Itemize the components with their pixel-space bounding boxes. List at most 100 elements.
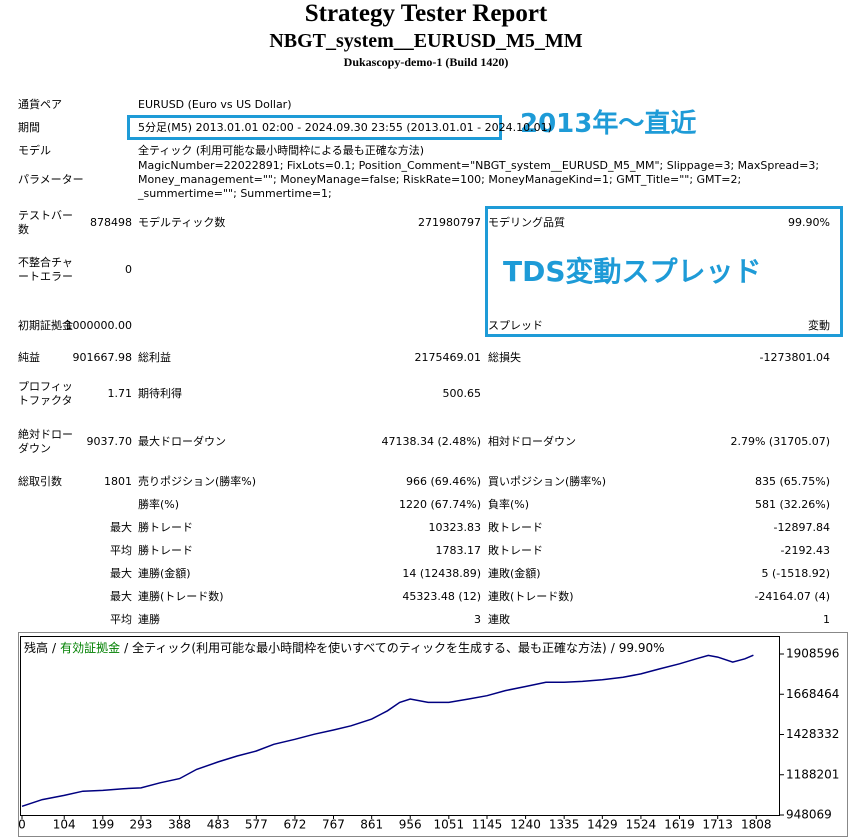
stat-value: -2192.43 bbox=[780, 544, 830, 557]
stat-value: 1.71 bbox=[107, 387, 133, 400]
stat-label: モデリング品質 bbox=[488, 216, 565, 229]
stat-label: 連敗 bbox=[488, 613, 510, 626]
stat-label: モデルティック数 bbox=[138, 216, 226, 229]
stat-value: 最大 bbox=[110, 590, 132, 603]
stat-label: 総取引数 bbox=[18, 475, 62, 488]
x-tick-label: 0 bbox=[18, 818, 26, 832]
stat-value: -24164.07 (4) bbox=[754, 590, 830, 603]
stat-label: 勝トレード bbox=[138, 544, 193, 557]
stat-value: 1 bbox=[823, 613, 830, 626]
legend-separator: / bbox=[52, 641, 57, 655]
legend: 残高 / 有効証拠金 / 全ティック(利用可能な最小時間枠を使いすべてのティックを生成す… bbox=[24, 640, 665, 655]
info-label: 期間 bbox=[18, 121, 40, 134]
stat-value: 271980797 bbox=[418, 216, 481, 229]
stat-value: 966 (69.46%) bbox=[405, 475, 481, 488]
y-tick-label: 1908596 bbox=[786, 647, 839, 661]
stat-label: 勝トレード bbox=[138, 521, 193, 534]
stat-label: 連勝(金額) bbox=[138, 567, 191, 580]
stat-label: 買いポジション(勝率%) bbox=[488, 475, 607, 488]
stat-label: スプレッド bbox=[488, 319, 543, 332]
stat-label: テストバー数 bbox=[18, 209, 73, 236]
stat-value: 581 (32.26%) bbox=[754, 498, 830, 511]
stat-value: 最大 bbox=[110, 567, 132, 580]
x-tick-label: 672 bbox=[283, 818, 306, 832]
stat-label: 連敗(トレード数) bbox=[488, 590, 574, 603]
stat-label: 勝率(%) bbox=[138, 498, 180, 511]
x-tick-label: 1619 bbox=[664, 818, 695, 832]
x-tick-label: 861 bbox=[360, 818, 383, 832]
stat-label: プロフィットファクタ bbox=[18, 380, 73, 407]
stat-label: 相対ドローダウン bbox=[488, 435, 576, 448]
highlight-box bbox=[127, 115, 502, 140]
stat-label: 不整合チャートエラー bbox=[18, 256, 73, 283]
stat-label: 最大ドローダウン bbox=[138, 435, 226, 448]
legend-item: 残高 bbox=[24, 640, 48, 655]
stat-value: 9037.70 bbox=[86, 435, 133, 448]
info-label: 通貨ペア bbox=[18, 98, 62, 111]
stat-value: 1220 (67.74%) bbox=[398, 498, 481, 511]
server: Dukascopy-demo-1 (Build 1420) bbox=[343, 55, 509, 69]
stat-value: 0 bbox=[125, 263, 132, 276]
info-value: MagicNumber=22022891; FixLots=0.1; Posit… bbox=[138, 159, 820, 200]
equity-line bbox=[21, 654, 754, 808]
stat-value: -1273801.04 bbox=[759, 351, 830, 364]
stat-value: 3 bbox=[474, 613, 481, 626]
stat-label: 期待利得 bbox=[138, 387, 182, 400]
x-tick-label: 956 bbox=[399, 818, 422, 832]
stat-label: 連敗(金額) bbox=[488, 567, 541, 580]
x-tick-label: 767 bbox=[322, 818, 345, 832]
stat-label: 絶対ドローダウン bbox=[18, 428, 73, 455]
stat-value: 47138.34 (2.48%) bbox=[381, 435, 481, 448]
stat-label: 総利益 bbox=[138, 351, 171, 364]
stat-value: 878498 bbox=[90, 216, 132, 229]
stat-label: 初期証拠金 bbox=[18, 319, 73, 332]
report-subtitle: NBGT_system__EURUSD_M5_MM bbox=[269, 30, 583, 52]
stat-value: 2175469.01 bbox=[414, 351, 481, 364]
stat-value: 10323.83 bbox=[428, 521, 482, 534]
x-tick-label: 199 bbox=[91, 818, 114, 832]
equity-chart: 残高 / 有効証拠金 / 全ティック(利用可能な最小時間枠を使いすべてのティックを生成す… bbox=[18, 632, 848, 837]
annotation: TDS変動スプレッド bbox=[503, 255, 762, 288]
stat-value: 平均 bbox=[110, 613, 132, 626]
annotation: 2013年～直近 bbox=[520, 109, 697, 139]
legend-item: 全ティック(利用可能な最小時間枠を使いすべてのティックを生成する、最も正確な方法… bbox=[132, 640, 607, 655]
y-tick-label: 1188201 bbox=[786, 767, 839, 781]
x-tick-label: 1145 bbox=[472, 818, 503, 832]
report-title: Strategy Tester Report bbox=[304, 0, 548, 27]
stat-value: 901667.98 bbox=[72, 351, 133, 364]
stat-value: 45323.48 (12) bbox=[402, 590, 481, 603]
stat-value: 835 (65.75%) bbox=[754, 475, 830, 488]
stat-label: 総損失 bbox=[488, 351, 521, 364]
info-label: モデル bbox=[18, 144, 51, 157]
stat-value: 2.79% (31705.07) bbox=[730, 435, 830, 448]
stat-label: 純益 bbox=[18, 351, 40, 364]
legend-separator: / bbox=[124, 641, 129, 655]
stat-value: 最大 bbox=[110, 521, 132, 534]
x-tick-label: 1524 bbox=[626, 818, 657, 832]
stat-value: 変動 bbox=[808, 319, 830, 332]
stat-value: 1000000.00 bbox=[65, 319, 132, 332]
info-value: 全ティック (利用可能な最小時間枠による最も正確な方法) bbox=[138, 144, 425, 157]
y-tick-label: 948069 bbox=[786, 808, 832, 822]
x-tick-label: 1335 bbox=[549, 818, 580, 832]
info-value: 5分足(M5) 2013.01.01 02:00 - 2024.09.30 23… bbox=[138, 121, 552, 134]
x-tick-label: 577 bbox=[245, 818, 268, 832]
x-tick-label: 1808 bbox=[741, 818, 772, 832]
stat-value: 14 (12438.89) bbox=[402, 567, 481, 580]
stat-label: 敗トレード bbox=[488, 521, 543, 534]
y-tick-label: 1668464 bbox=[786, 687, 839, 701]
stat-value: 99.90% bbox=[788, 216, 830, 229]
legend-separator: / bbox=[611, 641, 616, 655]
stat-value: 1801 bbox=[104, 475, 132, 488]
info-value: EURUSD (Euro vs US Dollar) bbox=[138, 98, 292, 111]
info-label: パラメーター bbox=[18, 173, 84, 186]
stat-value: 5 (-1518.92) bbox=[761, 567, 830, 580]
x-tick-label: 483 bbox=[207, 818, 230, 832]
legend-item: 有効証拠金 bbox=[60, 640, 120, 655]
x-tick-label: 293 bbox=[130, 818, 153, 832]
stat-label: 売りポジション(勝率%) bbox=[138, 475, 257, 488]
stat-value: 1783.17 bbox=[435, 544, 482, 557]
stat-value: -12897.84 bbox=[773, 521, 830, 534]
x-tick-label: 1429 bbox=[587, 818, 618, 832]
